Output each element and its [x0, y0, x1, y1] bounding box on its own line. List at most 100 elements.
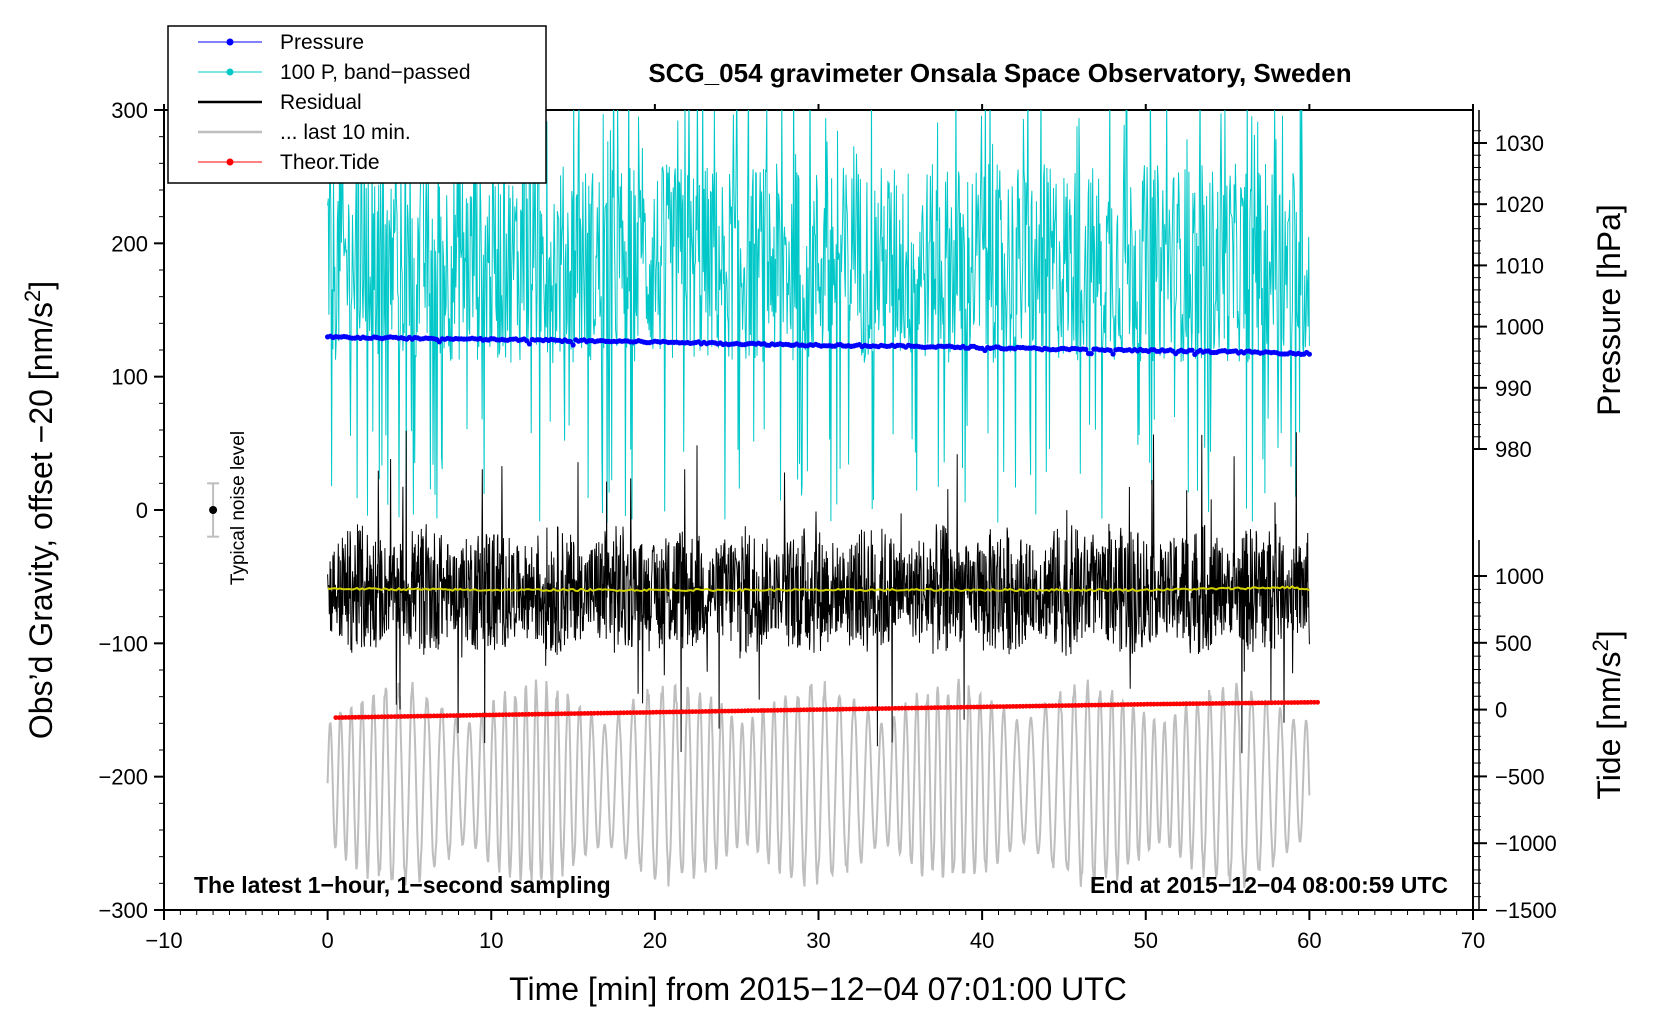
- note-sampling: The latest 1−hour, 1−second sampling: [194, 872, 611, 898]
- pressure-tick-label: 980: [1495, 437, 1532, 462]
- pressure-point: [1110, 351, 1116, 357]
- y-left-tick-label: −100: [98, 631, 148, 656]
- tide-point: [1164, 701, 1170, 707]
- tide-point: [906, 705, 911, 711]
- x-tick-label: 60: [1297, 928, 1321, 953]
- tide-point: [709, 708, 715, 714]
- tide-point: [555, 711, 561, 717]
- x-tick-label: 70: [1461, 928, 1485, 953]
- pressure-point: [1107, 347, 1113, 353]
- tide-point: [893, 705, 898, 711]
- x-tick-label: 30: [806, 928, 830, 953]
- tide-point: [729, 708, 735, 714]
- tide-point: [1311, 699, 1317, 705]
- tide-point: [703, 709, 708, 714]
- pressure-tick-label: 990: [1495, 376, 1532, 401]
- x-tick-label: 40: [970, 928, 994, 953]
- tide-point: [948, 705, 954, 710]
- y-axis-left-label-sup: 2: [20, 290, 45, 302]
- tide-point: [667, 709, 672, 715]
- tide-point: [758, 708, 764, 713]
- y-axis-tide: 1000 500 0 −500 −1000 −1500: [1473, 540, 1557, 923]
- tide-tick-label: −500: [1495, 764, 1545, 789]
- series-layer: [325, 110, 1320, 888]
- legend-box: [167, 25, 547, 184]
- tide-point: [735, 708, 741, 714]
- tide-point: [467, 712, 473, 718]
- tide-point: [519, 712, 525, 717]
- tide-point: [997, 704, 1003, 709]
- tide-point: [1082, 702, 1088, 708]
- tide-point: [807, 707, 813, 713]
- tide-point: [693, 709, 699, 714]
- tide-point: [1239, 700, 1245, 706]
- y-axis-left: 300 200 100 0 −100 −200 −300: [98, 98, 164, 923]
- noise-level-label: Typical noise level: [228, 431, 249, 585]
- legend-label: ... last 10 min.: [280, 121, 411, 144]
- x-axis-label: Time [min] from 2015−12−04 07:01:00 UTC: [509, 971, 1127, 1007]
- tide-point: [637, 710, 643, 715]
- tide-point: [1095, 702, 1101, 708]
- tide-point: [454, 713, 460, 718]
- tide-point: [618, 710, 623, 716]
- y-left-tick-label: 200: [111, 231, 148, 256]
- pressure-tick-label: 1010: [1495, 253, 1544, 278]
- tide-point: [438, 713, 443, 719]
- tide-point: [1073, 703, 1078, 708]
- tide-point: [1131, 702, 1137, 707]
- x-tick-label: −10: [145, 928, 182, 953]
- tide-point: [984, 704, 990, 710]
- tide-point: [605, 710, 610, 716]
- tide-point: [1223, 700, 1229, 706]
- tide-tick-label: 1000: [1495, 564, 1544, 589]
- pressure-point: [570, 342, 576, 348]
- tide-point: [1115, 702, 1121, 708]
- y-axis-pressure: 1030 1020 1010 1000 990 980: [1473, 110, 1544, 462]
- tide-point: [333, 715, 339, 720]
- tide-point: [631, 710, 636, 715]
- tide-point: [425, 713, 430, 719]
- tide-tick-label: −1000: [1495, 831, 1557, 856]
- tide-point: [356, 714, 362, 720]
- tide-point: [935, 705, 941, 710]
- pressure-tick-label: 1030: [1495, 131, 1544, 156]
- tide-point: [1213, 701, 1219, 706]
- legend-label: Theor.Tide: [280, 151, 380, 174]
- legend-marker: [226, 68, 234, 76]
- y-left-tick-label: 100: [111, 365, 148, 390]
- tide-point: [673, 709, 679, 715]
- tide-point: [961, 704, 967, 710]
- tide-point: [883, 706, 888, 711]
- tide-point: [654, 709, 659, 715]
- tide-point: [1059, 703, 1065, 708]
- series-pressure: [325, 333, 1312, 357]
- tide-point: [402, 714, 407, 719]
- tide-point: [843, 706, 849, 712]
- tide-point: [497, 712, 502, 718]
- tide-point: [1275, 700, 1281, 706]
- pressure-point: [1189, 347, 1195, 353]
- series-tide: [333, 699, 1320, 720]
- y-left-tick-label: 0: [136, 498, 148, 523]
- tide-point: [794, 707, 800, 713]
- tide-point: [955, 704, 960, 710]
- note-end-time: End at 2015−12−04 08:00:59 UTC: [1090, 872, 1448, 898]
- tide-point: [379, 714, 384, 720]
- tide-point: [1046, 703, 1052, 709]
- tide-point: [876, 706, 882, 711]
- tide-point: [919, 705, 924, 711]
- legend-label: Residual: [280, 91, 362, 114]
- tide-point: [1181, 701, 1186, 707]
- tide-point: [395, 714, 401, 719]
- tide-point: [1109, 702, 1114, 708]
- tide-point: [785, 707, 790, 713]
- series-residual: [327, 430, 1310, 754]
- series-band-passed: [327, 110, 1310, 523]
- tide-point: [431, 713, 437, 719]
- tide-point: [461, 713, 466, 718]
- tide-point: [912, 705, 918, 711]
- tide-point: [1154, 701, 1160, 707]
- tide-tick-label: −1500: [1495, 898, 1557, 923]
- tide-point: [974, 704, 980, 710]
- tide-point: [834, 706, 839, 712]
